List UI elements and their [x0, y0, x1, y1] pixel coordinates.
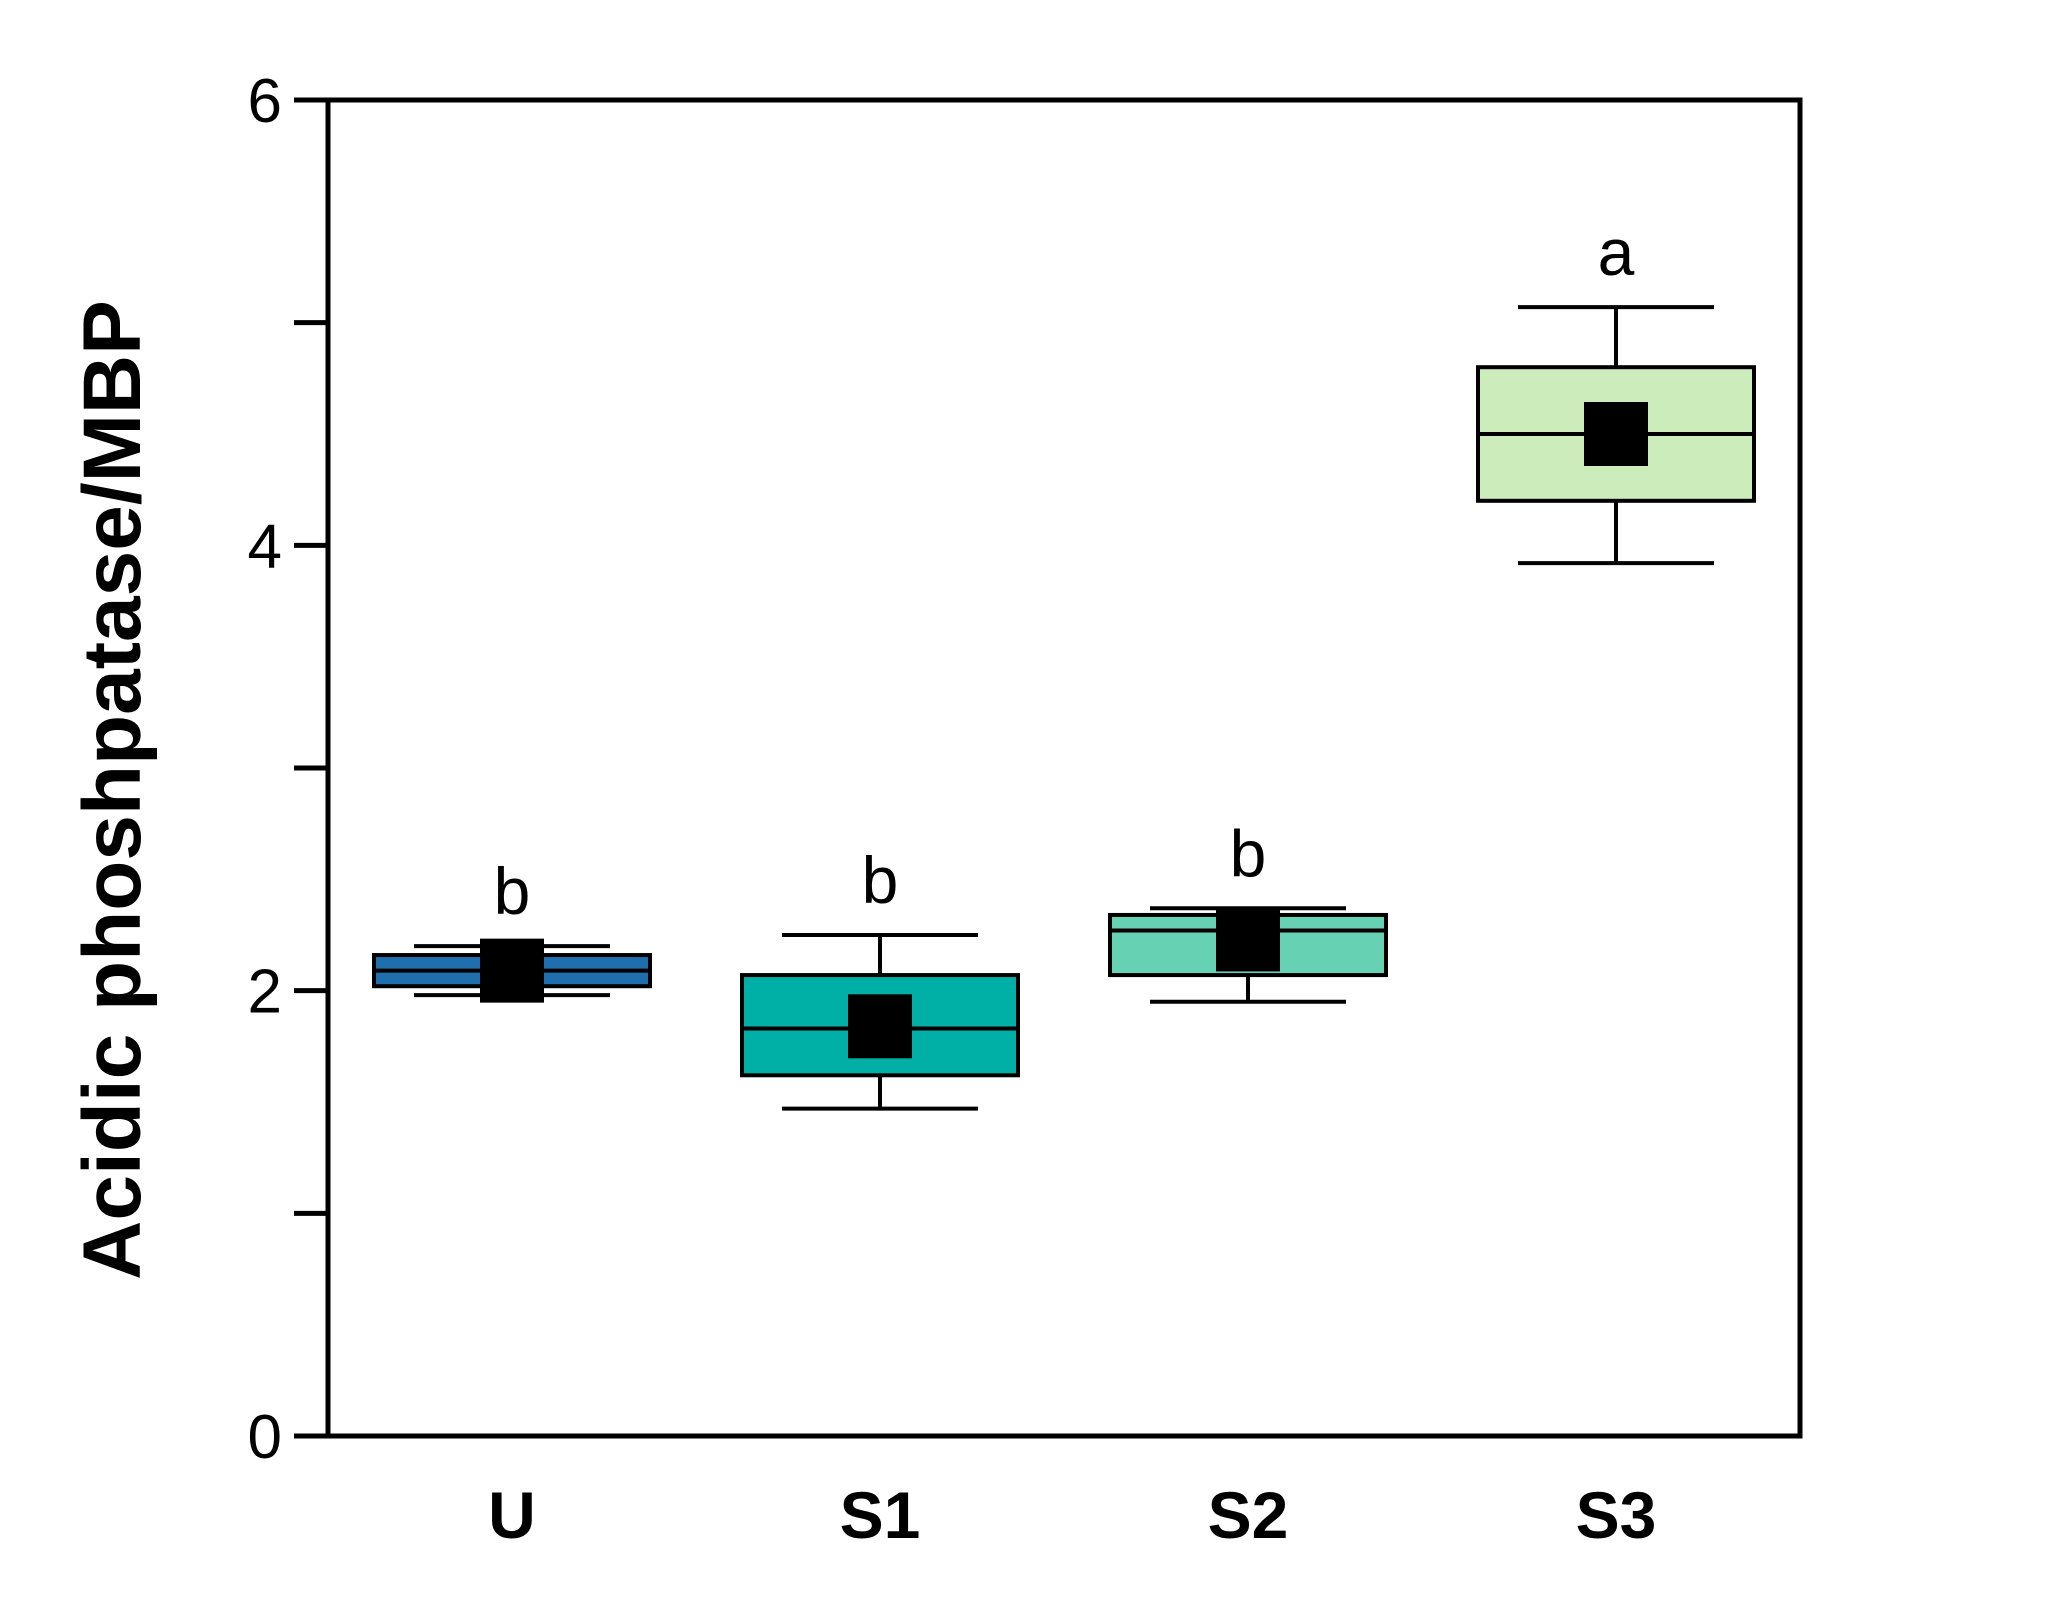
significance-label: b — [494, 854, 531, 928]
box-S1: b — [740, 843, 1020, 1111]
significance-label: b — [862, 843, 899, 917]
box-S2: b — [1108, 816, 1388, 1004]
x-axis-labels: U S1 S2 S3 — [488, 1478, 1656, 1552]
y-axis-title: Acidic phoshpatase/MBP — [67, 300, 158, 1280]
mean-marker — [1584, 402, 1648, 466]
y-tick-label: 4 — [248, 512, 282, 581]
box-U: b — [372, 854, 652, 1003]
significance-label: a — [1598, 215, 1635, 289]
plot-frame — [325, 97, 1803, 1439]
mean-marker — [1216, 907, 1280, 972]
mean-marker — [848, 994, 912, 1059]
x-category-label: S1 — [840, 1478, 921, 1552]
x-category-label: S3 — [1576, 1478, 1657, 1552]
x-category-label: S2 — [1208, 1478, 1289, 1552]
y-tick-label: 6 — [248, 67, 282, 136]
mean-marker — [480, 938, 544, 1003]
y-axis-ticks: 0 2 4 6 — [248, 67, 328, 1472]
box-series: b b b a — [372, 215, 1756, 1111]
box-S3: a — [1476, 215, 1756, 566]
significance-label: b — [1230, 816, 1267, 890]
y-tick-label: 0 — [248, 1403, 282, 1472]
y-tick-label: 2 — [248, 958, 282, 1027]
x-category-label: U — [488, 1478, 536, 1552]
